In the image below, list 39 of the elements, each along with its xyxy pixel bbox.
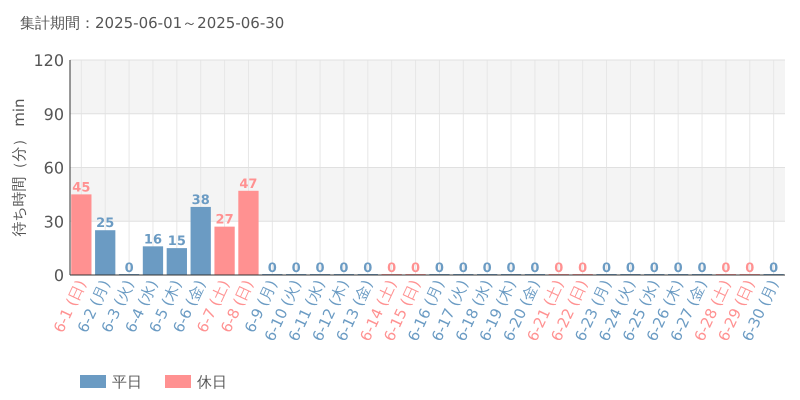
y-tick-label: 30 [44,212,64,232]
data-label: 0 [769,261,778,276]
data-label: 0 [482,261,492,276]
data-label: 0 [674,261,683,276]
data-label: 0 [602,261,612,276]
data-label: 0 [745,261,754,276]
y-tick-label: 120 [33,51,64,70]
legend-label: 休日 [197,373,227,391]
data-label: 0 [578,261,588,276]
data-label: 15 [168,234,186,250]
data-label: 0 [458,261,468,276]
data-label: 0 [363,261,372,276]
data-label: 0 [650,261,659,276]
y-axis-title: 待ち時間（分） min [10,98,28,237]
data-label: 0 [626,261,635,276]
data-label: 45 [72,180,90,196]
data-label: 0 [434,261,444,276]
legend-label: 平日 [112,373,142,391]
data-label: 25 [96,216,114,232]
y-tick-label: 0 [54,266,64,285]
data-label: 0 [316,261,325,276]
data-label: 0 [554,261,564,276]
data-label: 0 [387,261,396,276]
data-label: 27 [216,212,234,228]
data-label: 0 [530,261,540,276]
y-tick-label: 90 [44,104,64,124]
data-label: 0 [339,261,348,276]
data-label: 0 [411,261,420,276]
data-label: 47 [239,176,258,192]
data-label: 0 [506,261,516,276]
data-label: 0 [124,261,134,276]
data-label: 16 [144,232,162,248]
y-tick-label: 60 [44,158,64,178]
data-label: 38 [192,192,210,208]
data-label: 0 [292,261,301,276]
data-label: 0 [268,261,277,276]
chart-title: 集計期間：2025-06-01～2025-06-30 [20,14,284,32]
data-label: 0 [698,261,707,276]
data-label: 0 [721,261,730,276]
